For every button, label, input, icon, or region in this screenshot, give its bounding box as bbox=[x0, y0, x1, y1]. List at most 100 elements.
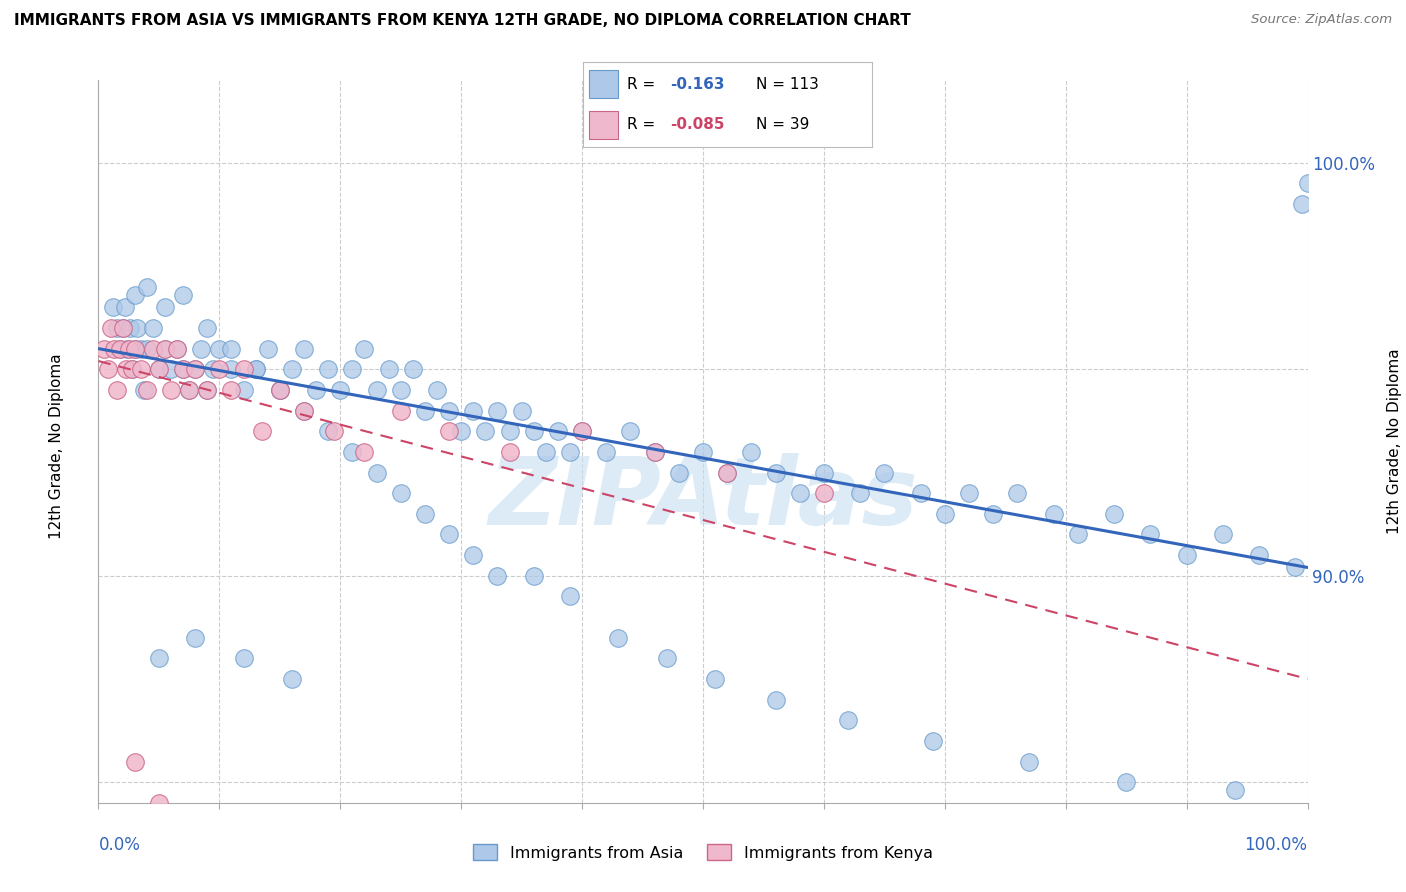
Point bbox=[148, 651, 170, 665]
Point bbox=[97, 362, 120, 376]
Point bbox=[437, 403, 460, 417]
Point bbox=[692, 445, 714, 459]
Point bbox=[166, 342, 188, 356]
Point bbox=[498, 424, 520, 438]
Point bbox=[534, 445, 557, 459]
Point bbox=[172, 288, 194, 302]
Point bbox=[114, 301, 136, 315]
Point bbox=[208, 362, 231, 376]
Point bbox=[1115, 775, 1137, 789]
Legend: Immigrants from Asia, Immigrants from Kenya: Immigrants from Asia, Immigrants from Ke… bbox=[467, 838, 939, 867]
Point bbox=[292, 403, 315, 417]
Point bbox=[135, 383, 157, 397]
Point bbox=[655, 651, 678, 665]
Bar bbox=[589, 111, 619, 139]
Point bbox=[474, 424, 496, 438]
Point bbox=[426, 383, 449, 397]
Point bbox=[108, 342, 131, 356]
Point bbox=[124, 755, 146, 769]
Point bbox=[111, 321, 134, 335]
Point bbox=[668, 466, 690, 480]
Point bbox=[1007, 486, 1029, 500]
Text: -0.085: -0.085 bbox=[671, 117, 724, 132]
Point bbox=[153, 342, 176, 356]
Point bbox=[437, 424, 460, 438]
Point bbox=[93, 342, 115, 356]
Point bbox=[716, 466, 738, 480]
Point bbox=[1067, 527, 1090, 541]
Point bbox=[1223, 783, 1246, 797]
Point bbox=[305, 383, 328, 397]
Point bbox=[256, 342, 278, 356]
Point bbox=[1102, 507, 1125, 521]
Point bbox=[292, 342, 315, 356]
Point bbox=[103, 342, 125, 356]
Point bbox=[124, 288, 146, 302]
Point bbox=[281, 672, 304, 686]
Point bbox=[837, 713, 859, 727]
Point bbox=[221, 383, 243, 397]
Point bbox=[366, 383, 388, 397]
Point bbox=[221, 342, 243, 356]
Point bbox=[202, 362, 225, 376]
Point bbox=[118, 321, 141, 335]
Text: R =: R = bbox=[627, 77, 659, 92]
Point bbox=[190, 342, 212, 356]
Point bbox=[437, 527, 460, 541]
Point bbox=[172, 362, 194, 376]
Point bbox=[115, 362, 138, 376]
Point bbox=[957, 486, 980, 500]
Point bbox=[510, 403, 533, 417]
Point bbox=[921, 734, 943, 748]
Bar bbox=[589, 70, 619, 98]
Point bbox=[135, 342, 157, 356]
Point bbox=[1296, 177, 1319, 191]
Point bbox=[644, 445, 666, 459]
Point bbox=[1284, 560, 1306, 574]
Point bbox=[849, 486, 872, 500]
Point bbox=[1042, 507, 1064, 521]
Text: ZIPAtlas: ZIPAtlas bbox=[488, 453, 918, 545]
Point bbox=[389, 403, 412, 417]
Point bbox=[105, 383, 128, 397]
Point bbox=[910, 486, 932, 500]
Point bbox=[195, 383, 218, 397]
Point bbox=[366, 466, 388, 480]
Point bbox=[281, 362, 304, 376]
Point bbox=[153, 342, 176, 356]
Point bbox=[595, 445, 617, 459]
Text: IMMIGRANTS FROM ASIA VS IMMIGRANTS FROM KENYA 12TH GRADE, NO DIPLOMA CORRELATION: IMMIGRANTS FROM ASIA VS IMMIGRANTS FROM … bbox=[14, 13, 911, 29]
Point bbox=[523, 568, 546, 582]
Point bbox=[184, 631, 207, 645]
Point bbox=[607, 631, 630, 645]
Point bbox=[463, 548, 485, 562]
Point bbox=[221, 362, 243, 376]
Point bbox=[245, 362, 267, 376]
Point bbox=[558, 445, 581, 459]
Point bbox=[389, 383, 412, 397]
Point bbox=[232, 362, 254, 376]
Point bbox=[208, 342, 231, 356]
Point bbox=[463, 403, 485, 417]
Point bbox=[981, 507, 1004, 521]
Point bbox=[813, 466, 835, 480]
Point bbox=[523, 424, 546, 438]
Text: 100.0%: 100.0% bbox=[1244, 836, 1308, 854]
Point bbox=[105, 321, 128, 335]
Point bbox=[118, 342, 141, 356]
Point bbox=[342, 362, 364, 376]
Point bbox=[269, 383, 291, 397]
Point bbox=[142, 342, 165, 356]
Point bbox=[316, 362, 339, 376]
Point bbox=[353, 342, 375, 356]
Point bbox=[558, 590, 581, 604]
Point bbox=[765, 692, 787, 706]
Point bbox=[100, 321, 122, 335]
Point bbox=[179, 383, 201, 397]
Point bbox=[160, 383, 183, 397]
Point bbox=[148, 796, 170, 810]
Point bbox=[148, 362, 170, 376]
Point bbox=[245, 362, 267, 376]
Text: N = 39: N = 39 bbox=[756, 117, 810, 132]
Point bbox=[195, 321, 218, 335]
